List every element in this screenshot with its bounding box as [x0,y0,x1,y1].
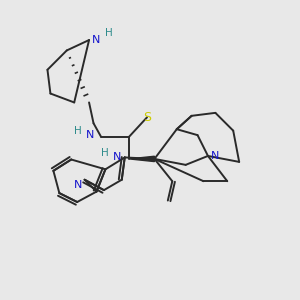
Text: H: H [101,148,109,158]
Text: N: N [92,35,100,45]
Text: N: N [86,130,95,140]
Text: N: N [211,151,220,161]
Polygon shape [129,156,155,162]
Text: N: N [74,180,82,190]
Text: N: N [113,152,122,162]
Text: H: H [104,28,112,38]
Text: S: S [143,111,151,124]
Text: H: H [74,126,82,136]
